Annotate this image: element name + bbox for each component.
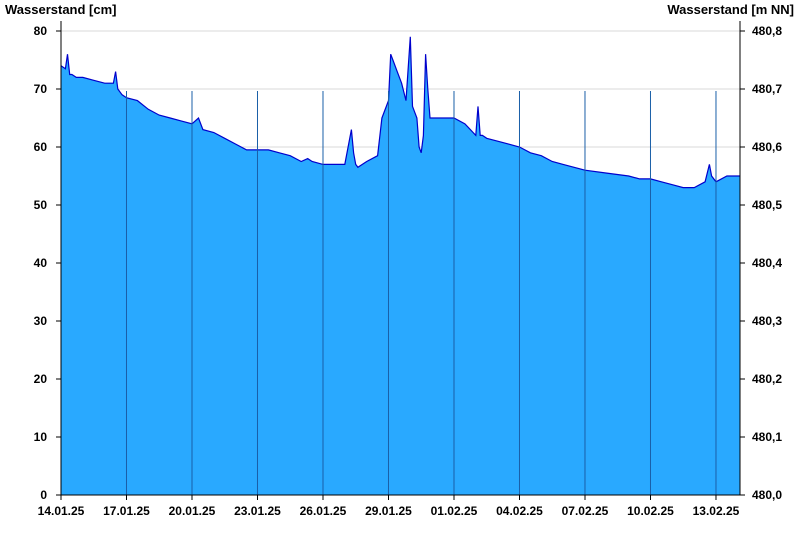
y-right-tick-label: 480,3 xyxy=(752,314,782,328)
y-right-axis-title: Wasserstand [m NN] xyxy=(667,2,794,17)
y-left-tick-label: 30 xyxy=(34,314,48,328)
y-left-tick-label: 60 xyxy=(34,140,48,154)
y-left-tick-label: 20 xyxy=(34,372,48,386)
tick-labels: 0 10 20 30 40 50 60 70 80 480,0 480,1 480,2 480,3 480… xyxy=(34,24,783,518)
axes xyxy=(56,21,745,500)
x-tick-label: 10.02.25 xyxy=(627,504,674,518)
day-marker-lines xyxy=(125,91,717,495)
y-left-tick-label: 80 xyxy=(34,24,48,38)
y-right-tick-label: 480,6 xyxy=(752,140,782,154)
y-right-tick-label: 480,0 xyxy=(752,488,782,502)
x-tick-label: 26.01.25 xyxy=(300,504,347,518)
water-level-area xyxy=(61,36,740,496)
y-right-tick-label: 480,2 xyxy=(752,372,782,386)
x-tick-label: 20.01.25 xyxy=(169,504,216,518)
x-tick-label: 01.02.25 xyxy=(431,504,478,518)
y-left-tick-label: 0 xyxy=(40,488,47,502)
water-level-line xyxy=(60,36,740,189)
y-right-tick-label: 480,5 xyxy=(752,198,782,212)
y-left-tick-label: 10 xyxy=(34,430,48,444)
area-layer xyxy=(60,36,740,496)
x-tick-label: 07.02.25 xyxy=(562,504,609,518)
y-left-tick-label: 70 xyxy=(34,82,48,96)
y-right-tick-label: 480,8 xyxy=(752,24,782,38)
y-right-tick-label: 480,4 xyxy=(752,256,782,270)
x-tick-label: 04.02.25 xyxy=(496,504,543,518)
y-right-tick-label: 480,1 xyxy=(752,430,782,444)
x-tick-label: 14.01.25 xyxy=(38,504,85,518)
x-tick-label: 13.02.25 xyxy=(693,504,740,518)
x-tick-label: 29.01.25 xyxy=(365,504,412,518)
x-tick-label: 17.01.25 xyxy=(103,504,150,518)
y-left-tick-label: 40 xyxy=(34,256,48,270)
y-left-tick-label: 50 xyxy=(34,198,48,212)
y-left-axis-title: Wasserstand [cm] xyxy=(5,2,117,17)
y-right-tick-label: 480,7 xyxy=(752,82,782,96)
x-tick-label: 23.01.25 xyxy=(234,504,281,518)
